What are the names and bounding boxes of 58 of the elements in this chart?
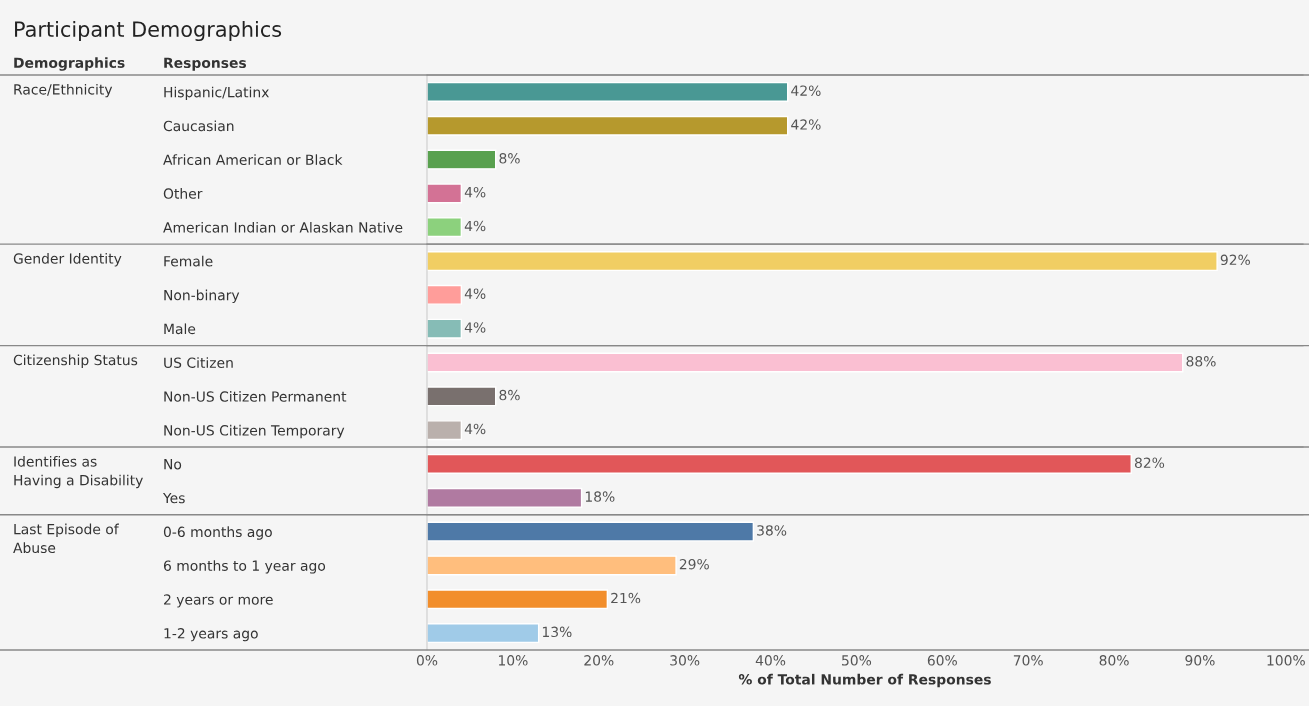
y-axis-title: Responses bbox=[164, 57, 247, 71]
bar bbox=[427, 623, 540, 644]
y-tick-label: Non-binary bbox=[164, 289, 240, 304]
x-tick-label: 70% bbox=[1013, 655, 1043, 666]
text: Demographics bbox=[14, 57, 125, 71]
data-label: 8% bbox=[499, 389, 520, 401]
y-tick-label: US Citizen bbox=[164, 357, 233, 368]
y-tick-label: 0-6 months ago bbox=[163, 526, 272, 540]
x-tick-label: 0% bbox=[416, 655, 438, 666]
text: Race/Ethnicity bbox=[14, 83, 113, 98]
data-label: 42% bbox=[791, 119, 821, 130]
x-tick-label: 50% bbox=[842, 655, 872, 666]
y-tick-label: American Indian or Alaskan Native bbox=[163, 221, 403, 233]
text: Gender Identity bbox=[13, 253, 122, 267]
data-label: 82% bbox=[1134, 457, 1165, 468]
data-label: 42% bbox=[791, 85, 821, 96]
x-tick-label: 60% bbox=[927, 655, 957, 666]
data-label: 13% bbox=[542, 626, 572, 638]
text: Identifies as Having a Disability bbox=[14, 455, 143, 489]
data-label: 8% bbox=[499, 153, 520, 164]
y-tick-label: No bbox=[164, 459, 182, 470]
bar bbox=[427, 555, 677, 576]
x-tick-label: 90% bbox=[1185, 655, 1215, 666]
y-tick-label: 2 years or more bbox=[164, 594, 273, 608]
y-tick-label: Other bbox=[163, 188, 203, 199]
x-axis-title: % of Total Number of Responses bbox=[738, 673, 991, 688]
x-tick-label: 40% bbox=[755, 655, 786, 666]
data-label: 21% bbox=[611, 592, 641, 604]
text: Last Episode of Abuse bbox=[13, 523, 119, 554]
y-tick-label: Male bbox=[164, 323, 196, 335]
y-tick-label: Yes bbox=[162, 492, 185, 504]
data-label: 4% bbox=[464, 322, 486, 333]
bar bbox=[427, 589, 609, 610]
data-label: 38% bbox=[757, 525, 787, 536]
data-label: 4% bbox=[464, 186, 486, 198]
x-tick-label: 80% bbox=[1099, 655, 1129, 666]
data-label: 4% bbox=[464, 288, 486, 299]
data-label: 88% bbox=[1186, 356, 1216, 367]
bar bbox=[427, 521, 755, 542]
text: Citizenship Status bbox=[13, 354, 138, 368]
y-tick-label: 1-2 years ago bbox=[164, 628, 258, 642]
data-label: 4% bbox=[464, 423, 486, 435]
y-tick-label: 6 months to 1 year ago bbox=[163, 560, 326, 574]
x-tick-label: 10% bbox=[498, 655, 528, 666]
x-tick-label: 20% bbox=[584, 655, 614, 666]
data-label: 18% bbox=[585, 491, 615, 502]
data-label: 4% bbox=[464, 220, 486, 232]
y-tick-label: Hispanic/Latinx bbox=[164, 86, 269, 101]
y-tick-label: Non-US Citizen Permanent bbox=[164, 391, 347, 402]
data-label: 92% bbox=[1220, 254, 1250, 266]
y-tick-label: Non-US Citizen Temporary bbox=[164, 424, 345, 439]
text: Participant Demographics bbox=[15, 20, 282, 42]
y-tick-label: Caucasian bbox=[163, 120, 234, 132]
y-tick-label: African American or Black bbox=[163, 154, 343, 166]
y-tick-label: Female bbox=[164, 255, 213, 267]
x-tick-label: 30% bbox=[670, 655, 700, 666]
x-tick-label: 100% bbox=[1267, 655, 1305, 666]
data-label: 29% bbox=[679, 558, 709, 570]
